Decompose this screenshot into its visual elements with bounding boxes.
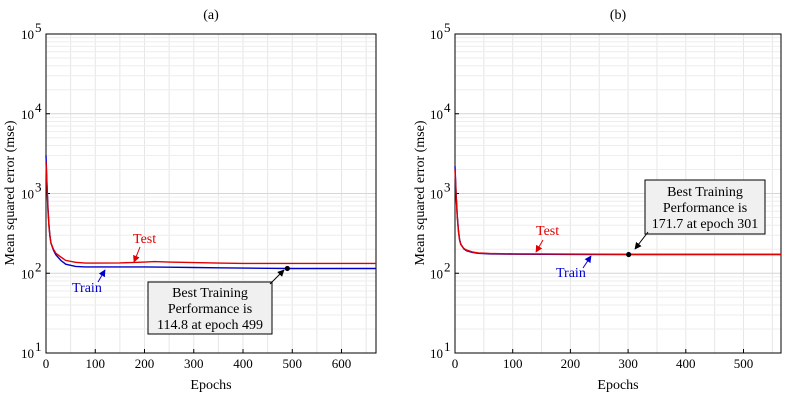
panel-b-x-tick-label: 200 [561, 356, 581, 371]
panel-b-test-arrow [535, 239, 544, 253]
panel-b-series-test-line [454, 169, 781, 256]
panel-a-series [45, 155, 376, 272]
panel-b-x-tick-label: 100 [503, 356, 523, 371]
panel-b-y-tick-label: 10 [430, 187, 443, 202]
panel-a-x-tick-label: 500 [283, 356, 303, 371]
panel-a-y-tick-exponent: 5 [35, 20, 42, 35]
panel-a-y-tick-exponent: 4 [35, 100, 42, 115]
panel-b-train-label: Train [556, 266, 586, 281]
panel-b-train-arrow [582, 255, 592, 269]
panel-b-y-tick-exponent: 2 [444, 259, 451, 274]
panel-b-y-tick-label: 10 [430, 107, 443, 122]
panel-b-callout-line-2: Performance is [663, 201, 747, 216]
panel-b-x-tick-label: 400 [676, 356, 696, 371]
panel-b-callout-box [644, 179, 766, 235]
panel-b-x-ticks: 0 100 200 300 400 500 [452, 349, 753, 371]
panel-a-y-tick-label: 10 [21, 187, 34, 202]
panel-b-y-tick-label: 10 [430, 266, 443, 281]
panel-b-x-tick-label: 300 [618, 356, 638, 371]
panel-a-x-tick-label: 300 [184, 356, 204, 371]
panel-b-callout-arrow [634, 231, 649, 250]
panel-a-best-point-marker [284, 265, 290, 272]
panel-a-y-axis-label: Mean squared error (mse) [3, 120, 18, 265]
panel-a-x-tick-label: 100 [86, 356, 106, 371]
panel-a-callout-arrow [269, 269, 285, 285]
panel-a-callout-line-1: Best Training [172, 286, 248, 301]
panel-b-y-tick-label: 10 [430, 27, 443, 42]
panel-b-x-tick-label: 0 [452, 356, 459, 371]
panel-a-title: (a) [203, 8, 219, 23]
panel-b-series [454, 166, 781, 258]
panel-b-callout-line-3: 171.7 at epoch 301 [652, 217, 759, 232]
panel-b-callout-line-1: Best Training [667, 185, 743, 200]
panel-b-best-point-marker [626, 251, 632, 258]
panel-a-train-label: Train [72, 281, 102, 296]
panel-a-x-tick-label: 600 [332, 356, 352, 371]
panel-b-test-label: Test [536, 224, 559, 239]
panel-a-test-arrow [133, 246, 141, 263]
panel-b-y-tick-exponent: 4 [444, 100, 451, 115]
panel-a-x-tick-label: 0 [43, 356, 50, 371]
panel-a-test-label: Test [133, 232, 156, 247]
panel-a-callout-box [147, 281, 273, 335]
panel-a-y-tick-exponent: 1 [35, 339, 42, 354]
panel-b-y-tick-exponent: 3 [444, 180, 451, 195]
panel-a-y-tick-label: 10 [21, 107, 34, 122]
panel-a-x-ticks: 0 100 200 300 400 500 600 [43, 349, 352, 371]
panel-b-title: (b) [610, 8, 627, 23]
panel-a-x-tick-label: 400 [233, 356, 253, 371]
panel-b-x-axis-label: Epochs [597, 378, 638, 393]
panel-b-y-axis-label: Mean squared error (mse) [413, 120, 428, 265]
panel-a-y-tick-label: 10 [21, 266, 34, 281]
panel-a-x-tick-label: 200 [135, 356, 155, 371]
panel-b-y-tick-exponent: 5 [444, 20, 451, 35]
panel-a-y-tick-label: 10 [21, 27, 34, 42]
panel-b-y-tick-exponent: 1 [444, 339, 451, 354]
panel-b-grid [455, 34, 781, 353]
panel-a-y-tick-exponent: 2 [35, 259, 42, 274]
panel-a-y-tick-label: 10 [21, 346, 34, 361]
panel-a-x-axis-label: Epochs [190, 378, 231, 393]
panel-a-grid [46, 34, 376, 353]
panel-a-callout-line-2: Performance is [168, 302, 252, 317]
panel-a-y-tick-exponent: 3 [35, 180, 42, 195]
panel-a-train-arrow [97, 269, 106, 283]
panel-b-y-tick-label: 10 [430, 346, 443, 361]
panel-a-series-test-line [45, 161, 376, 265]
panel-b-x-tick-label: 500 [734, 356, 754, 371]
panel-b-callout: Best Training Performance is 171.7 at ep… [634, 179, 766, 250]
panel-a-callout-line-3: 114.8 at epoch 499 [157, 318, 263, 333]
panel-a-callout: Best Training Performance is 114.8 at ep… [147, 269, 285, 335]
